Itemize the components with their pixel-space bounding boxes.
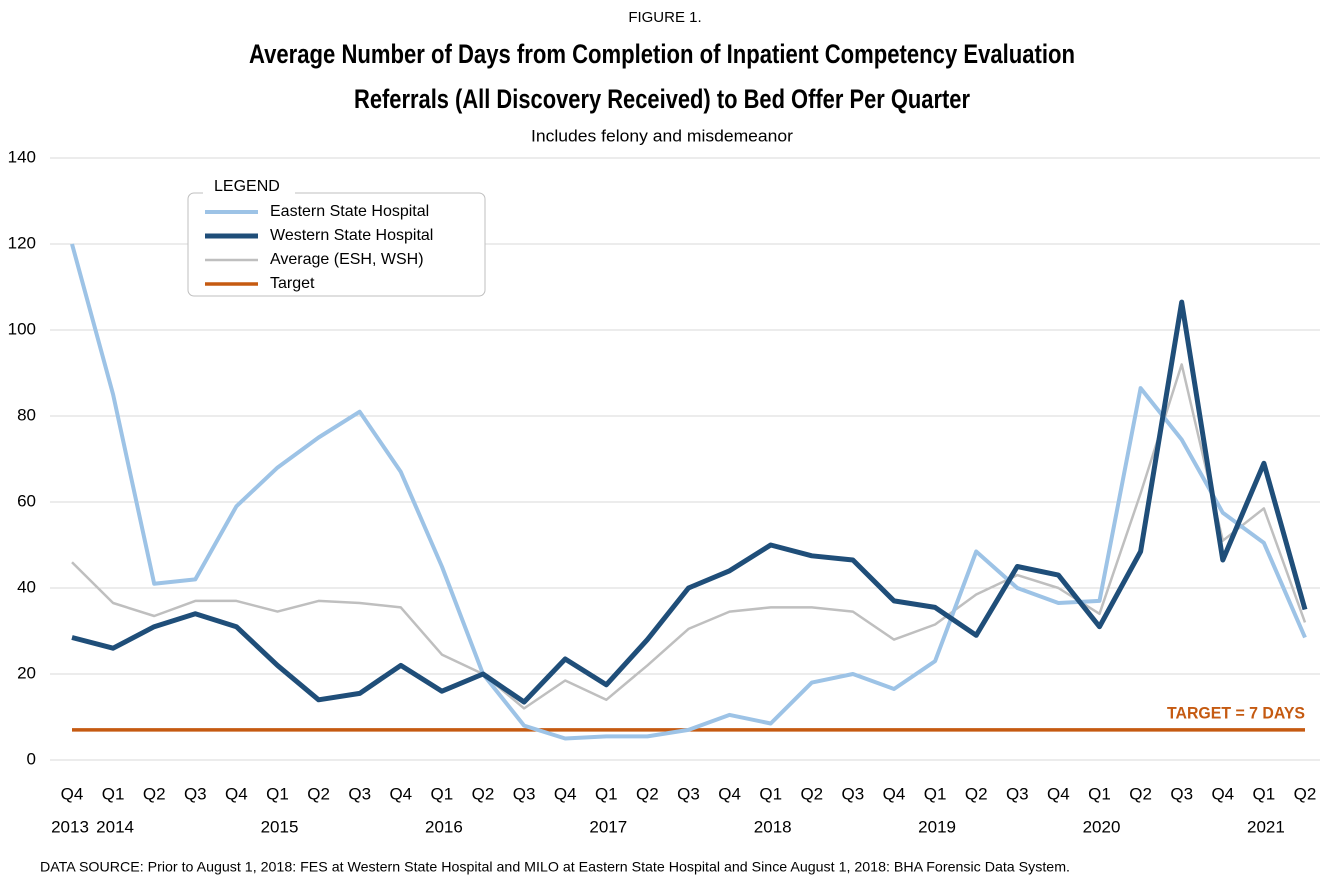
x-tick-label: Q2: [1129, 784, 1152, 803]
x-tick-label: Q4: [61, 784, 84, 803]
plot-lines: TARGET = 7 DAYS: [70, 243, 1308, 741]
x-tick-label: Q2: [1294, 784, 1317, 803]
x-year-label: 2013: [51, 817, 89, 836]
x-tick-label: Q1: [102, 784, 125, 803]
x-year-label: 2019: [918, 817, 956, 836]
x-tick-label: Q3: [842, 784, 865, 803]
x-tick-label: Q4: [883, 784, 906, 803]
x-tick-label: Q2: [143, 784, 166, 803]
x-tick-label: Q4: [554, 784, 577, 803]
x-tick-label: Q2: [636, 784, 659, 803]
series-line: [70, 243, 1307, 741]
chart-title: Average Number of Days from Completion o…: [249, 39, 1075, 69]
x-year-label: 2020: [1083, 817, 1121, 836]
x-tick-label: Q3: [348, 784, 371, 803]
x-tick-label: Q1: [759, 784, 782, 803]
y-tick-label: 100: [8, 319, 36, 338]
x-year-label: 2015: [261, 817, 299, 836]
x-year-label: 2016: [425, 817, 463, 836]
x-tick-label: Q3: [513, 784, 536, 803]
x-tick-label: Q3: [1170, 784, 1193, 803]
source-note: DATA SOURCE: Prior to August 1, 2018: FE…: [40, 859, 1070, 875]
legend-label: Eastern State Hospital: [270, 203, 429, 220]
x-tick-label: Q1: [1088, 784, 1111, 803]
y-tick-label: 80: [17, 405, 36, 424]
x-tick-label: Q1: [924, 784, 947, 803]
x-tick-label: Q1: [595, 784, 618, 803]
y-tick-label: 60: [17, 491, 36, 510]
y-tick-label: 20: [17, 663, 36, 682]
x-tick-label: Q2: [307, 784, 330, 803]
legend-title-bg: [203, 178, 295, 198]
x-tick-label: Q2: [965, 784, 988, 803]
x-year-label: 2021: [1247, 817, 1285, 836]
x-tick-label: Q4: [389, 784, 412, 803]
y-tick-label: 140: [8, 147, 36, 166]
chart-title: Referrals (All Discovery Received) to Be…: [354, 84, 970, 114]
x-year-label: 2014: [96, 817, 134, 836]
x-tick-label: Q2: [800, 784, 823, 803]
y-tick-label: 40: [17, 577, 36, 596]
x-tick-label: Q3: [1006, 784, 1029, 803]
x-tick-label: Q4: [1211, 784, 1234, 803]
x-tick-label: Q1: [431, 784, 454, 803]
legend-label: Average (ESH, WSH): [270, 251, 424, 268]
x-tick-label: Q3: [184, 784, 207, 803]
y-tick-label: 0: [27, 749, 36, 768]
x-tick-label: Q4: [225, 784, 248, 803]
legend-box: [187, 192, 486, 297]
x-year-label: 2018: [754, 817, 792, 836]
series-line: [71, 299, 1308, 705]
legend-label: Western State Hospital: [270, 227, 433, 244]
x-tick-label: Q4: [718, 784, 741, 803]
figure-label: FIGURE 1.: [628, 9, 701, 26]
x-year-label: 2017: [589, 817, 627, 836]
x-tick-label: Q1: [266, 784, 289, 803]
legend-title: LEGEND: [214, 178, 280, 195]
x-tick-label: Q2: [472, 784, 495, 803]
x-tick-label: Q4: [1047, 784, 1070, 803]
series-line: [71, 363, 1307, 710]
legend-label: Target: [270, 275, 315, 292]
grid: 0 20 40 60 80 100 120 140 Q4 2013 Q1 2014 Q2 Q3 Q4 Q1 20…: [8, 147, 1320, 836]
y-tick-label: 120: [8, 233, 36, 252]
chart-subtitle: Includes felony and misdemeanor: [531, 126, 793, 145]
x-tick-label: Q3: [677, 784, 700, 803]
legend: LEGEND Eastern State Hospital Western Stat…: [187, 178, 486, 297]
annotation: TARGET = 7 DAYS: [1167, 703, 1305, 722]
x-tick-label: Q1: [1253, 784, 1276, 803]
